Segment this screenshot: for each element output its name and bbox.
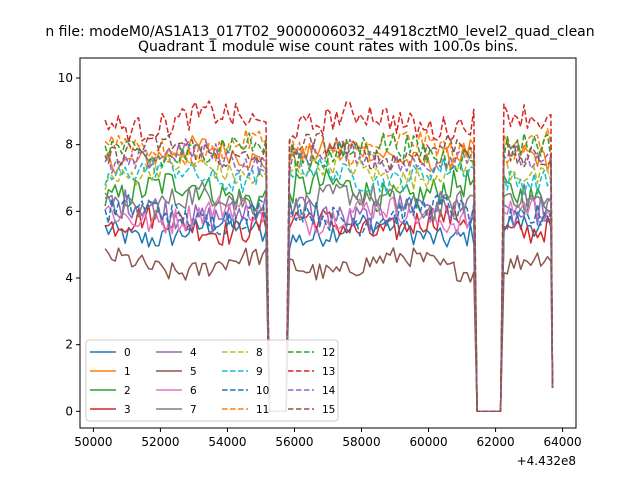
series-line-0 xyxy=(104,211,554,413)
y-tick-label: 2 xyxy=(65,338,73,352)
series-lines xyxy=(104,100,554,413)
plot-frame xyxy=(79,57,577,429)
y-tick-label: 8 xyxy=(65,138,73,152)
y-tick-label: 0 xyxy=(65,404,73,418)
series-line-13 xyxy=(104,100,554,413)
legend-label-5: 5 xyxy=(190,366,197,378)
series-line-9 xyxy=(104,155,554,413)
x-tick-label: 64000 xyxy=(544,435,582,449)
y-tick-label: 10 xyxy=(58,71,73,85)
x-offset-label: +4.432e8 xyxy=(517,454,576,468)
x-tick-label: 56000 xyxy=(275,435,313,449)
y-tick-label: 4 xyxy=(65,271,73,285)
legend-box xyxy=(85,339,339,422)
chart-title: Quadrant 1 module wise count rates with … xyxy=(138,39,518,55)
legend-label-15: 15 xyxy=(322,404,335,416)
x-tick-label: 58000 xyxy=(342,435,380,449)
series-line-15 xyxy=(104,132,554,413)
y-tick-label: 6 xyxy=(65,204,73,218)
y-axis: 0 2 4 6 8 10 xyxy=(58,71,80,418)
legend-label-1: 1 xyxy=(124,366,131,378)
x-axis: 50000 52000 54000 56000 58000 60000 62000 64000 xyxy=(74,428,582,449)
legend-label-10: 10 xyxy=(256,385,269,397)
series-line-5 xyxy=(104,247,554,413)
series-line-14 xyxy=(104,138,554,413)
x-tick-label: 54000 xyxy=(208,435,246,449)
x-tick-label: 52000 xyxy=(141,435,179,449)
legend-label-4: 4 xyxy=(190,347,197,359)
legend-label-7: 7 xyxy=(190,404,197,416)
legend-label-0: 0 xyxy=(124,347,131,359)
legend-label-6: 6 xyxy=(190,385,197,397)
legend-label-3: 3 xyxy=(124,404,131,416)
legend-label-11: 11 xyxy=(256,404,269,416)
legend-label-13: 13 xyxy=(322,366,335,378)
legend-label-12: 12 xyxy=(322,347,335,359)
series-line-7 xyxy=(104,181,554,413)
legend-label-8: 8 xyxy=(256,347,263,359)
series-line-11 xyxy=(104,127,554,413)
legend-label-9: 9 xyxy=(256,366,263,378)
x-tick-label: 60000 xyxy=(409,435,447,449)
series-line-2 xyxy=(104,168,554,413)
legend-label-2: 2 xyxy=(124,385,131,397)
x-tick-label: 50000 xyxy=(74,435,112,449)
series-line-6 xyxy=(104,195,554,413)
chart-suptitle: n file: modeM0/AS1A13_017T02_9000006032_… xyxy=(45,24,594,40)
legend-label-14: 14 xyxy=(322,385,336,397)
x-tick-label: 62000 xyxy=(476,435,514,449)
